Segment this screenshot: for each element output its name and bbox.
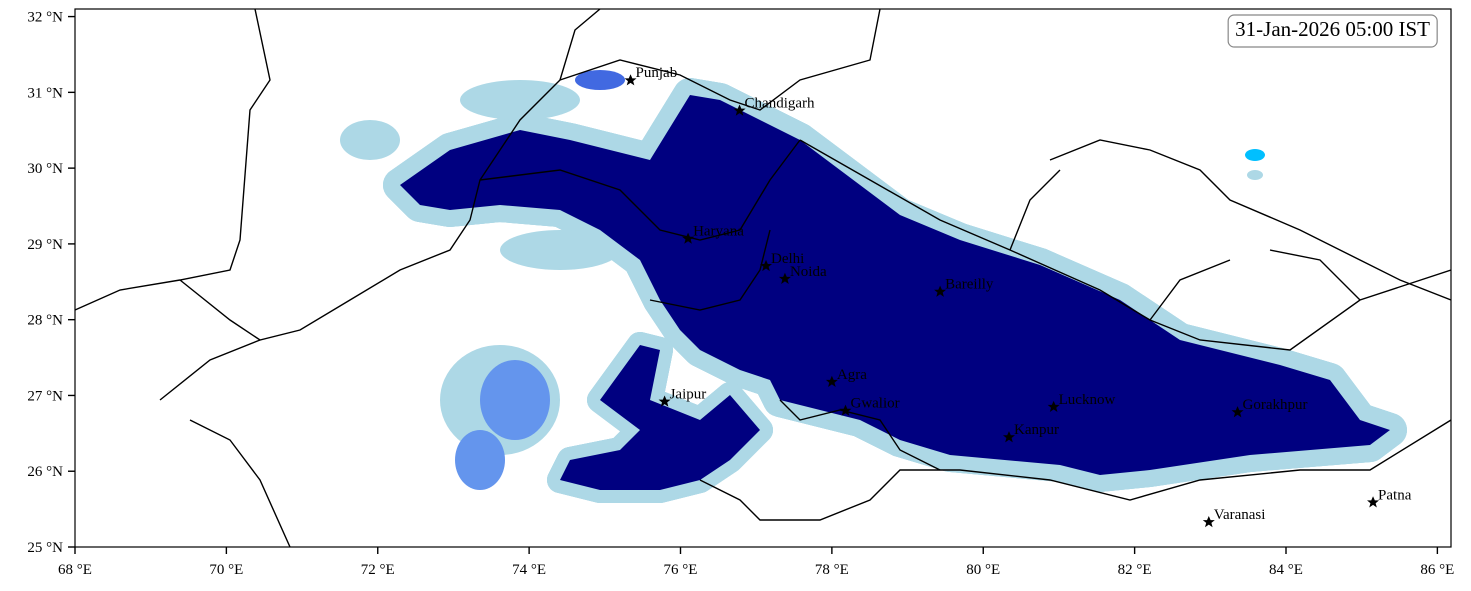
x-tick-label: 84 °E — [1269, 562, 1303, 578]
boundaries — [75, 9, 1451, 547]
x-tick-label: 74 °E — [512, 562, 546, 578]
city-marker — [934, 285, 947, 297]
y-tick-label: 31 °N — [27, 85, 63, 101]
y-tick-label: 27 °N — [27, 388, 63, 404]
city-label: Delhi — [771, 251, 804, 267]
y-tick-label: 25 °N — [27, 540, 63, 556]
plot-frame — [74, 8, 1452, 548]
fog-main — [383, 78, 1407, 503]
city-label: Kanpur — [1014, 422, 1059, 438]
timestamp: 31-Jan-2026 05:00 IST — [1235, 17, 1430, 41]
x-tick-label: 70 °E — [209, 562, 243, 578]
city-label: Agra — [837, 367, 867, 383]
city-marker — [825, 375, 838, 388]
x-tick-label: 80 °E — [966, 562, 1000, 578]
fog-layer — [75, 9, 1451, 547]
city-label: Gorakhpur — [1243, 397, 1308, 413]
x-tick-label: 72 °E — [361, 562, 395, 578]
x-tick-label: 86 °E — [1420, 562, 1454, 578]
fog-patches — [340, 70, 1265, 490]
city-label: Gwalior — [850, 396, 899, 412]
x-tick-label: 82 °E — [1118, 562, 1152, 578]
x-tick-label: 78 °E — [815, 562, 849, 578]
city-marker — [1002, 431, 1015, 443]
city-marker — [1231, 406, 1244, 418]
y-tick-label: 26 °N — [27, 464, 63, 480]
city-marker — [1047, 400, 1060, 413]
x-tick-label: 76 °E — [664, 562, 698, 578]
city-label: Haryana — [693, 224, 744, 240]
y-tick-label: 32 °N — [27, 10, 63, 26]
city-label: Jaipur — [670, 387, 707, 403]
city-marker — [733, 104, 746, 116]
city-marker — [760, 259, 773, 272]
x-tick-label: 68 °E — [58, 562, 92, 578]
city-marker — [839, 404, 852, 416]
city-marker — [624, 74, 637, 86]
y-tick-label: 28 °N — [27, 313, 63, 329]
city-label: Patna — [1378, 487, 1412, 503]
city-label: Punjab — [636, 65, 678, 81]
y-tick-label: 30 °N — [27, 161, 63, 177]
y-tick-label: 29 °N — [27, 237, 63, 253]
city-label: Bareilly — [945, 277, 994, 293]
city-marker — [1202, 515, 1215, 528]
timestamp-box — [1227, 14, 1438, 48]
city-marker — [1367, 496, 1380, 508]
city-label: Lucknow — [1059, 392, 1116, 408]
city-marker — [682, 232, 695, 244]
city-label: Varanasi — [1214, 507, 1266, 523]
city-marker — [778, 272, 791, 284]
city-label: Noida — [790, 264, 827, 280]
city-marker — [658, 395, 671, 407]
city-label: Chandigarh — [745, 96, 815, 112]
